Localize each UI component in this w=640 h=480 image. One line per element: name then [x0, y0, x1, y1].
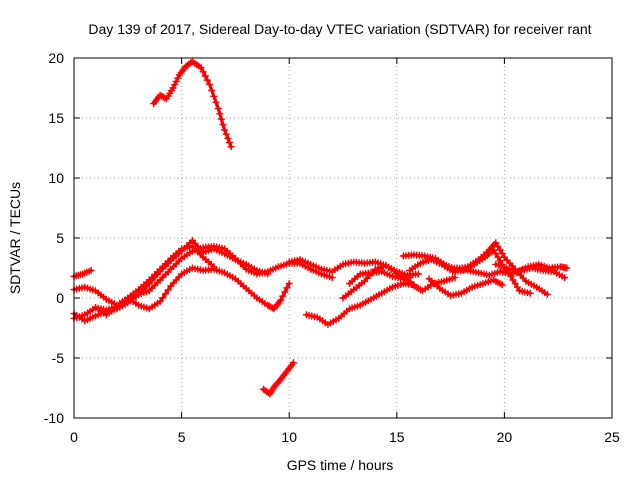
x-tick-label: 5 [178, 429, 186, 445]
data-point [159, 294, 167, 302]
data-series [70, 58, 571, 398]
data-point [174, 74, 182, 82]
data-point [156, 298, 164, 306]
y-tick-label: 0 [56, 290, 64, 306]
data-point [513, 283, 521, 291]
data-point [328, 274, 336, 282]
data-point [498, 250, 506, 258]
data-point [206, 80, 214, 88]
data-point [451, 274, 459, 282]
data-point [219, 121, 227, 129]
data-point [212, 98, 220, 106]
y-tick-label: -10 [44, 410, 64, 426]
data-point [172, 77, 180, 85]
series-arc-a [70, 266, 95, 280]
data-point [492, 250, 500, 258]
data-point [279, 292, 287, 300]
series-line [152, 60, 233, 149]
data-point [224, 134, 232, 142]
data-point [269, 304, 276, 312]
data-point [87, 266, 95, 274]
y-tick-label: 15 [48, 110, 64, 126]
x-tick-label: 25 [604, 429, 620, 445]
data-point [496, 257, 504, 265]
y-tick-label: 10 [48, 170, 64, 186]
series-arc-n [492, 260, 571, 276]
series-arc-low [259, 359, 297, 398]
data-point [285, 280, 293, 288]
series-markers [346, 268, 414, 288]
x-tick-label: 20 [497, 429, 513, 445]
data-point [208, 86, 216, 94]
y-tick-label: 5 [56, 230, 64, 246]
series-markers [302, 280, 418, 328]
data-point [217, 115, 225, 123]
series-arc-h [339, 262, 459, 302]
data-point [214, 104, 222, 112]
series-arc-e [92, 242, 218, 319]
data-point [511, 280, 519, 288]
data-point [164, 286, 172, 294]
data-point [222, 130, 230, 138]
data-point [169, 84, 177, 92]
data-point [281, 288, 289, 296]
series-markers [150, 58, 235, 151]
y-tick-label: -5 [52, 350, 65, 366]
y-axis-label: SDTVAR / TECUs [7, 182, 23, 294]
data-point [498, 281, 506, 289]
data-point [162, 290, 169, 298]
y-tick-label: 20 [48, 50, 64, 66]
grid [74, 58, 612, 418]
x-tick-label: 15 [389, 429, 405, 445]
data-point [199, 68, 207, 76]
series-markers [339, 262, 459, 302]
y-axis-ticks: -10 -5 0 5 10 15 20 [44, 50, 612, 426]
series-arc-g [302, 280, 418, 328]
series-markers [425, 275, 506, 300]
data-point [494, 242, 502, 250]
data-point [210, 263, 218, 271]
series-arc-high [150, 58, 235, 151]
data-point [408, 281, 416, 288]
series-markers [492, 260, 571, 276]
data-point [283, 284, 291, 292]
data-point [201, 72, 209, 80]
data-point [561, 274, 569, 282]
series-arc-l [425, 275, 506, 300]
data-point [264, 270, 272, 278]
series-markers [70, 266, 95, 280]
x-axis-label: GPS time / hours [287, 457, 394, 473]
series-arc-i [346, 268, 414, 288]
data-point [227, 143, 235, 151]
data-point [203, 76, 211, 84]
data-point [210, 92, 218, 100]
data-point [509, 276, 517, 284]
data-point [197, 64, 205, 72]
data-point [563, 264, 571, 272]
data-point [216, 110, 224, 118]
data-point [226, 139, 233, 147]
data-point [496, 246, 504, 254]
data-point [290, 359, 297, 367]
data-point [277, 296, 285, 304]
data-point [494, 253, 502, 261]
series-markers [92, 242, 218, 319]
data-point [526, 289, 534, 297]
data-point [492, 239, 500, 247]
data-point [543, 290, 551, 298]
data-point [171, 81, 179, 89]
data-point [414, 270, 422, 278]
series-markers [259, 359, 297, 398]
data-point [406, 274, 414, 282]
chart-title: Day 139 of 2017, Sidereal Day-to-day VTE… [88, 21, 591, 37]
x-tick-label: 10 [281, 429, 297, 445]
data-point [490, 246, 498, 254]
x-tick-label: 0 [70, 429, 78, 445]
x-axis-ticks: 0 5 10 15 20 25 [70, 58, 620, 445]
data-point [221, 126, 229, 134]
